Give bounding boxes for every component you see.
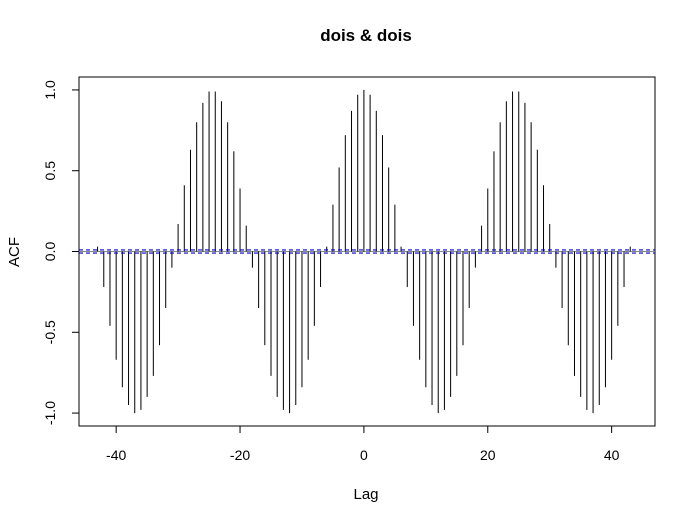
- x-axis-label: Lag: [353, 486, 378, 503]
- x-tick-label: -40: [106, 447, 126, 463]
- y-axis-label: ACF: [6, 237, 23, 267]
- x-tick-label: 0: [360, 447, 368, 463]
- chart-title: dois & dois: [320, 26, 412, 45]
- y-tick-label: 0.5: [42, 161, 58, 181]
- y-tick-label: -0.5: [42, 320, 58, 344]
- y-tick-label: 1.0: [42, 80, 58, 100]
- x-tick-label: 20: [480, 447, 496, 463]
- y-tick-label: 0.0: [42, 242, 58, 262]
- x-tick-label: 40: [604, 447, 620, 463]
- y-tick-label: -1.0: [42, 401, 58, 425]
- x-tick-label: -20: [230, 447, 250, 463]
